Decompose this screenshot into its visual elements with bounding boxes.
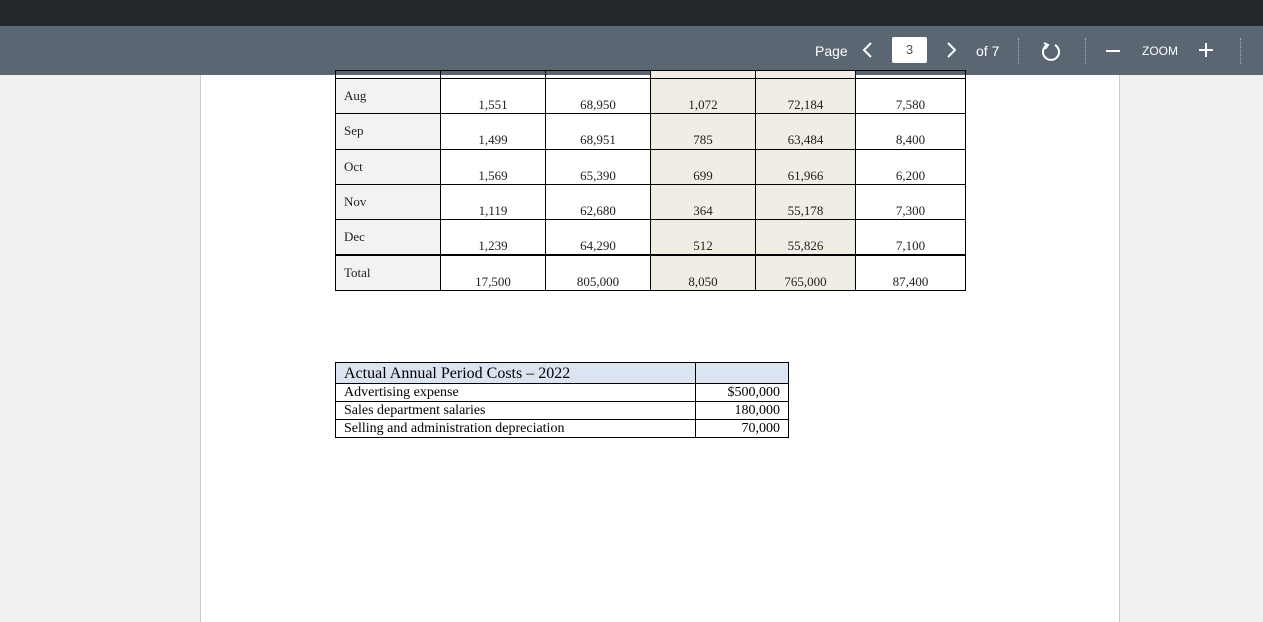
table-cell: 1,239 [440, 219, 546, 256]
header-cell [695, 362, 789, 384]
table-cell: 68,950 [545, 78, 651, 115]
table-cell: 7,580 [855, 78, 966, 115]
period-costs-title: Actual Annual Period Costs – 2022 [335, 362, 696, 384]
table-cell: 55,826 [755, 219, 856, 256]
prev-page[interactable] [860, 41, 876, 59]
page-input[interactable]: 3 [892, 37, 927, 63]
table-cell: 805,000 [545, 254, 651, 291]
cost-value: 70,000 [695, 419, 789, 438]
table-cell: 8,050 [650, 254, 756, 291]
table-cell: 765,000 [755, 254, 856, 291]
table-cell: 7,300 [855, 183, 966, 221]
cost-value: 180,000 [695, 401, 789, 420]
table-cell: 699 [650, 148, 756, 185]
table-cell: 17,500 [440, 254, 546, 291]
separator [1085, 38, 1086, 64]
rotate[interactable] [1040, 40, 1062, 62]
cost-value: $500,000 [695, 383, 789, 402]
table-cell: 364 [650, 183, 756, 221]
next-page[interactable] [943, 41, 959, 59]
cost-label: Advertising expense [335, 383, 696, 402]
table-cell: 65,390 [545, 148, 651, 185]
table-cell: 55,178 [755, 183, 856, 221]
table-cell: 6,200 [855, 148, 966, 185]
row-label: Dec [335, 219, 441, 256]
table-cell: 1,072 [650, 78, 756, 115]
table-cell: 68,951 [545, 113, 651, 150]
page-count: of 7 [976, 43, 1000, 59]
table-cell: 1,119 [440, 183, 546, 221]
separator [1240, 38, 1241, 64]
page-label: Page [815, 43, 848, 59]
row-label: Total [335, 254, 441, 291]
cost-label: Sales department salaries [335, 401, 696, 420]
table-cell: 1,551 [440, 78, 546, 115]
table-cell: 72,184 [755, 78, 856, 115]
table-cell: 61,966 [755, 148, 856, 185]
table-cell: 8,400 [855, 113, 966, 150]
row-label: Oct [335, 148, 441, 185]
toolbar: Page 3 of 7 ZOOM [0, 26, 1263, 75]
zoom-in[interactable] [1198, 42, 1214, 58]
row-label: Nov [335, 183, 441, 221]
table-cell: 64,290 [545, 219, 651, 256]
top-bar [0, 0, 1263, 26]
row-label: Aug [335, 78, 441, 115]
table-cell: 512 [650, 219, 756, 256]
separator [1018, 38, 1019, 64]
zoom-out[interactable] [1105, 42, 1121, 58]
table-cell: 785 [650, 113, 756, 150]
zoom-label: ZOOM [1142, 44, 1178, 58]
table-cell: 1,569 [440, 148, 546, 185]
table-cell: 62,680 [545, 183, 651, 221]
table-cell: 87,400 [855, 254, 966, 291]
table-cell: 63,484 [755, 113, 856, 150]
table-cell: 1,499 [440, 113, 546, 150]
table-cell: 7,100 [855, 219, 966, 256]
cost-label: Selling and administration depreciation [335, 419, 696, 438]
row-label: Sep [335, 113, 441, 150]
